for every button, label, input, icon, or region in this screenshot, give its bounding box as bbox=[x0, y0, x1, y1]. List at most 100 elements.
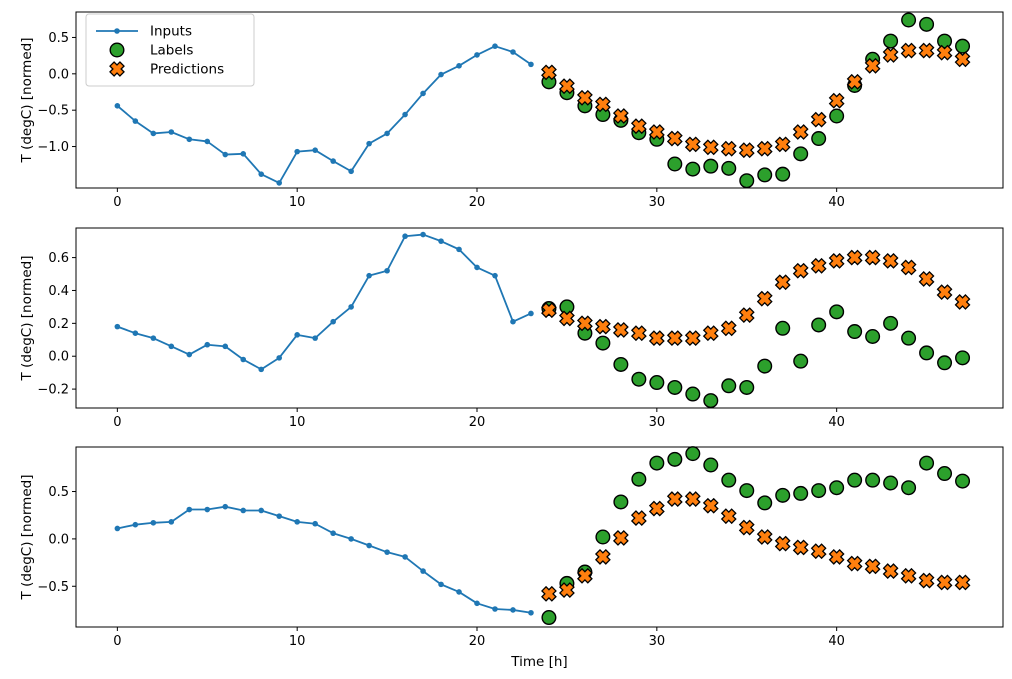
inputs-point bbox=[402, 554, 408, 560]
subplot-1: 0 10 20 30 40 0.5 0.0 −0.5 −1.0T (degC) [normed]… bbox=[19, 11, 1004, 210]
y-axis-label: T (degC) [normed] bbox=[19, 256, 35, 382]
series-inputs bbox=[114, 231, 534, 373]
x-tick-label: 0 bbox=[113, 634, 121, 649]
inputs-point bbox=[330, 318, 336, 325]
labels-point bbox=[775, 166, 791, 182]
inputs-point bbox=[168, 129, 175, 135]
axes-spines bbox=[75, 227, 1004, 409]
inputs-point bbox=[168, 343, 175, 350]
labels-point bbox=[883, 315, 899, 331]
inputs-point bbox=[240, 356, 247, 363]
labels-point bbox=[703, 158, 719, 174]
labels-point bbox=[631, 371, 647, 387]
inputs-point bbox=[330, 158, 336, 164]
predictions-point bbox=[954, 294, 971, 310]
labels-point bbox=[721, 378, 737, 394]
inputs-point bbox=[204, 138, 211, 145]
y-axis-label: T (degC) [normed] bbox=[19, 475, 35, 601]
labels-point bbox=[919, 455, 935, 471]
predictions-point bbox=[612, 108, 629, 124]
legend: Inputs Labels Predictions bbox=[85, 13, 255, 87]
labels-point bbox=[613, 494, 629, 510]
inputs-point bbox=[510, 318, 516, 325]
labels-point bbox=[847, 472, 863, 488]
x-tick-label: 0 bbox=[113, 195, 121, 210]
legend-item-labels: Labels bbox=[109, 43, 193, 59]
predictions-point bbox=[738, 142, 755, 159]
y-tick-label: 0.5 bbox=[48, 485, 69, 500]
x-tick-label: 10 bbox=[289, 634, 306, 649]
inputs-point bbox=[222, 151, 229, 158]
predictions-point bbox=[792, 124, 809, 140]
labels-point bbox=[901, 480, 917, 496]
inputs-point bbox=[438, 71, 444, 78]
inputs-point bbox=[222, 503, 229, 510]
predictions-point bbox=[756, 529, 773, 545]
inputs-point bbox=[402, 233, 408, 240]
legend-dot-sample bbox=[114, 28, 120, 34]
labels-point bbox=[739, 483, 755, 499]
predictions-point bbox=[900, 567, 917, 584]
labels-point bbox=[595, 529, 611, 545]
predictions-point bbox=[720, 320, 737, 337]
predictions-point bbox=[541, 64, 557, 81]
predictions-point bbox=[576, 567, 593, 584]
labels-point bbox=[703, 393, 719, 409]
predictions-point bbox=[684, 491, 701, 508]
x-tick-label: 10 bbox=[289, 415, 306, 430]
inputs-point bbox=[456, 589, 462, 595]
labels-point bbox=[919, 345, 935, 361]
labels-point bbox=[901, 12, 917, 28]
predictions-point bbox=[630, 118, 647, 135]
labels-point bbox=[937, 466, 953, 482]
inputs-point bbox=[132, 330, 139, 337]
legend-item-predictions: Predictions bbox=[109, 61, 224, 78]
inputs-point bbox=[258, 366, 265, 373]
inputs-point bbox=[294, 148, 300, 155]
inputs-point bbox=[150, 519, 157, 526]
predictions-point bbox=[918, 42, 935, 59]
labels-point bbox=[811, 483, 827, 499]
x-tick-label: 30 bbox=[649, 195, 666, 210]
x-tick-label: 10 bbox=[289, 195, 306, 210]
x-tick-label: 20 bbox=[469, 634, 486, 649]
inputs-point bbox=[258, 171, 265, 177]
legend-item-label: Predictions bbox=[150, 62, 224, 78]
predictions-point bbox=[954, 574, 971, 591]
inputs-point bbox=[240, 507, 247, 514]
inputs-line bbox=[117, 505, 532, 614]
y-tick-label: 0.0 bbox=[48, 67, 69, 82]
predictions-point bbox=[792, 539, 809, 556]
labels-point bbox=[721, 160, 737, 176]
predictions-point bbox=[612, 530, 629, 546]
inputs-point bbox=[276, 180, 283, 186]
predictions-point bbox=[630, 325, 647, 342]
inputs-point bbox=[456, 246, 462, 253]
labels-point bbox=[793, 353, 809, 369]
inputs-point bbox=[384, 130, 390, 137]
inputs-point bbox=[150, 130, 157, 137]
predictions-point bbox=[792, 262, 809, 279]
labels-point bbox=[685, 446, 701, 462]
x-tick-label: 40 bbox=[828, 634, 845, 649]
predictions-point bbox=[828, 548, 845, 565]
series-predictions bbox=[541, 491, 971, 602]
predictions-point bbox=[864, 558, 881, 575]
inputs-point bbox=[438, 238, 444, 244]
inputs-point bbox=[348, 168, 354, 175]
x-tick-label: 20 bbox=[469, 195, 486, 210]
inputs-point bbox=[492, 272, 498, 279]
predictions-point bbox=[828, 252, 845, 269]
y-tick-label: −0.2 bbox=[37, 383, 69, 398]
subplot-3: 0 10 20 30 40 0.5 0.0 −0.5T (degC) [normed] Time… bbox=[19, 446, 1004, 670]
labels-point bbox=[937, 355, 953, 371]
y-tick-label: 0.5 bbox=[48, 31, 69, 46]
predictions-point bbox=[684, 136, 701, 153]
labels-point bbox=[631, 471, 647, 487]
labels-point bbox=[613, 356, 629, 372]
predictions-point bbox=[756, 290, 773, 307]
inputs-point bbox=[204, 506, 211, 513]
labels-point bbox=[829, 480, 845, 496]
